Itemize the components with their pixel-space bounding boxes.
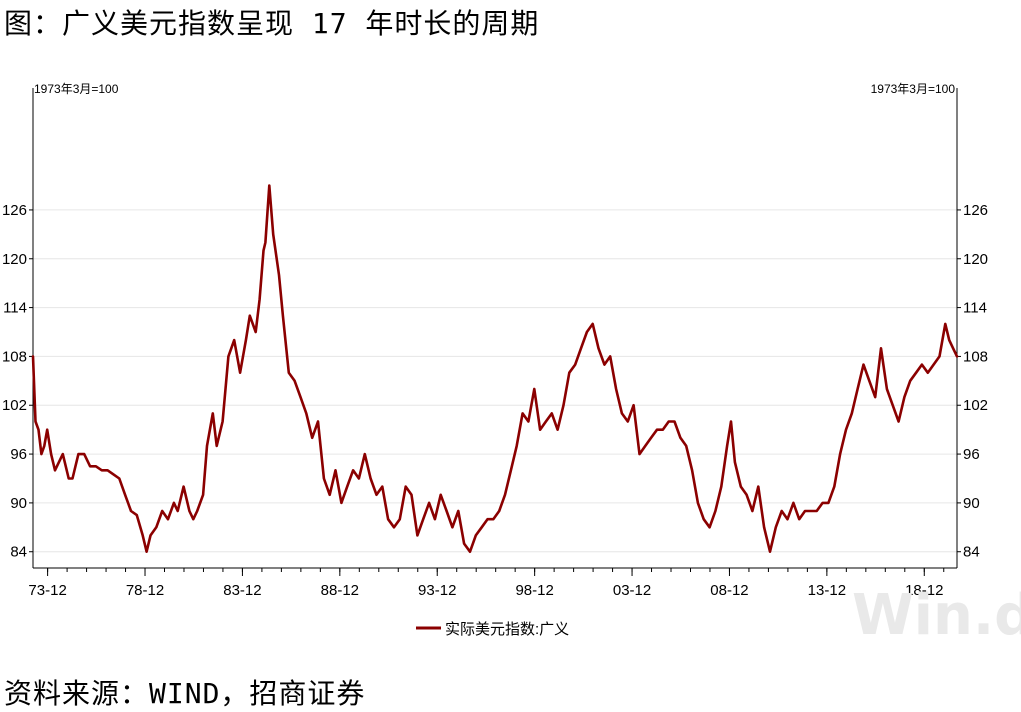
series-layer <box>31 184 959 554</box>
x-tick-label: 08-12 <box>710 582 748 599</box>
x-tick-label: 83-12 <box>223 582 261 599</box>
x-tick-label: 88-12 <box>321 582 359 599</box>
y-tick-label-left: 126 <box>2 202 27 219</box>
y-tick-label-right: 90 <box>963 495 980 512</box>
page-title: 图：广义美元指数呈现 17 年时长的周期 <box>4 7 540 40</box>
y-tick-label-right: 114 <box>963 300 987 317</box>
y-tick-label-right: 96 <box>963 446 980 463</box>
y-tick-label-right: 84 <box>963 544 980 561</box>
series-line-0 <box>31 184 959 554</box>
x-tick-label: 73-12 <box>28 582 66 599</box>
right-axis-unit: 1973年3月=100 <box>871 82 956 96</box>
x-tick-label: 18-12 <box>905 582 943 599</box>
y-tick-label-left: 102 <box>2 397 27 414</box>
x-tick-label: 03-12 <box>613 582 651 599</box>
y-tick-label-left: 96 <box>10 446 27 463</box>
x-tick-label: 78-12 <box>126 582 164 599</box>
y-tick-label-left: 84 <box>10 544 27 561</box>
y-tick-label-right: 120 <box>963 251 988 268</box>
wind-watermark: Win.d <box>852 583 1021 648</box>
axes <box>29 88 961 576</box>
x-tick-label: 98-12 <box>515 582 553 599</box>
tick-labels: 84 84 90 90 96 96 102 102 108 108 114 114 120 120 126 1… <box>2 202 988 599</box>
y-tick-label-left: 120 <box>2 251 27 268</box>
left-axis-unit: 1973年3月=100 <box>34 82 119 96</box>
x-tick-label: 93-12 <box>418 582 456 599</box>
legend-label: 实际美元指数:广义 <box>445 621 569 638</box>
source-note: 资料来源：WIND，招商证券 <box>4 677 366 710</box>
y-tick-label-right: 102 <box>963 397 988 414</box>
y-tick-label-right: 108 <box>963 348 988 365</box>
chart-legend: 实际美元指数:广义 <box>416 621 569 638</box>
grid-lines <box>33 209 957 553</box>
y-tick-label-left: 90 <box>10 495 27 512</box>
x-tick-label: 13-12 <box>808 582 846 599</box>
y-tick-label-left: 114 <box>3 300 27 317</box>
y-tick-label-left: 108 <box>2 348 27 365</box>
y-tick-label-right: 126 <box>963 202 988 219</box>
